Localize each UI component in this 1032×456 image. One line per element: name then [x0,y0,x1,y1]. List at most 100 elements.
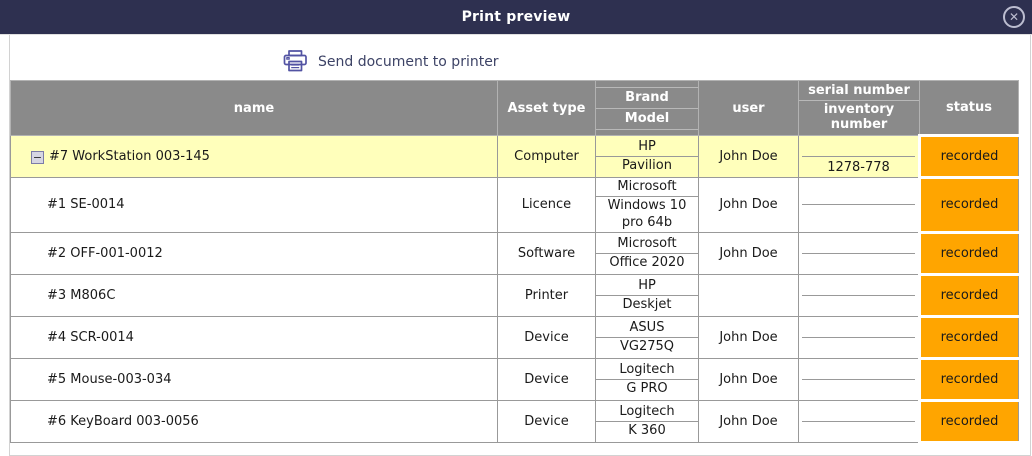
asset-name: #4 SCR-0014 [47,329,134,345]
titlebar-divider [0,34,1032,35]
asset-name: #5 Mouse-003-034 [47,371,172,387]
send-to-printer-label: Send document to printer [318,53,499,70]
serial-inventory-cell [798,231,920,275]
serial-number-value [802,276,915,296]
brand-value: Microsoft [596,235,698,254]
asset-table-body: − #7 WorkStation 003-145 Computer HP Pavi… [10,134,1019,444]
asset-type-cell: Device [497,357,596,401]
inventory-number-value [799,296,918,315]
model-value: Office 2020 [609,254,685,270]
inventory-number-value [799,254,918,273]
inventory-number-value [799,422,918,441]
brand-model-cell: Logitech G PRO [595,357,699,401]
brand-value: Logitech [596,403,698,422]
print-preview-panel: Send document to printer name Asset type… [9,35,1031,456]
column-header-name: name [10,80,498,136]
asset-type-cell: Computer [497,135,596,178]
asset-name-cell: #4 SCR-0014 [10,315,498,359]
brand-value: ASUS [596,319,698,338]
serial-number-value [802,234,915,254]
table-row: #3 M806C Printer HP Deskjet recorded [10,272,1019,318]
table-row: #1 SE-0014 Licence Microsoft Windows 10 … [10,176,1019,234]
asset-name-cell: − #7 WorkStation 003-145 [10,135,498,178]
status-badge: recorded [918,176,1019,234]
user-cell [698,273,799,317]
serial-number-value [802,318,915,338]
model-value: Pavilion [622,158,672,173]
close-button[interactable]: ✕ [1003,6,1025,28]
user-cell: John Doe [698,399,799,443]
asset-type-cell: Printer [497,273,596,317]
asset-type-cell: Licence [497,177,596,233]
column-header-model: Model [596,109,698,130]
status-badge: recorded [918,272,1019,318]
brand-model-cell: HP Deskjet [595,273,699,317]
brand-model-cell: Microsoft Windows 10 pro 64b [595,177,699,233]
dialog-titlebar: Print preview ✕ [0,0,1032,34]
inventory-number-value [799,205,918,224]
serial-number-value [802,402,915,422]
serial-inventory-cell [798,177,920,233]
asset-type-cell: Device [497,399,596,443]
model-value: Windows 10 pro 64b [607,198,687,230]
asset-name-cell: #2 OFF-001-0012 [10,231,498,275]
user-cell: John Doe [698,315,799,359]
brand-model-cell: ASUS VG275Q [595,315,699,359]
asset-name-cell: #3 M806C [10,273,498,317]
table-row: #2 OFF-001-0012 Software Microsoft Offic… [10,230,1019,276]
user-cell: John Doe [698,231,799,275]
column-header-brand-model: Brand Model [595,80,699,136]
user-cell: John Doe [698,357,799,401]
column-header-serial-number: serial number [799,83,919,102]
brand-model-cell: Logitech K 360 [595,399,699,443]
serial-number-value [802,185,915,206]
serial-inventory-cell [798,273,920,317]
asset-name: #2 OFF-001-0012 [47,245,163,261]
asset-table-header: name Asset type Brand Model user serial … [10,80,1019,136]
model-value: Deskjet [622,296,672,312]
asset-name: #7 WorkStation 003-145 [49,149,210,164]
column-header-status: status [919,80,1019,136]
status-badge: recorded [918,314,1019,360]
asset-name-cell: #6 KeyBoard 003-0056 [10,399,498,443]
user-cell: John Doe [698,177,799,233]
asset-type-cell: Device [497,315,596,359]
column-header-serial-inventory: serial number inventory number [798,80,920,136]
asset-name-cell: #1 SE-0014 [10,177,498,233]
brand-value: Logitech [596,361,698,380]
dialog-title: Print preview [461,9,571,25]
printer-icon [283,50,307,72]
inventory-number-value: 1278-778 [827,159,890,175]
brand-model-cell: HP Pavilion [595,135,699,178]
inventory-number-value [799,380,918,399]
brand-value: HP [596,138,698,157]
table-row: #4 SCR-0014 Device ASUS VG275Q John Doe … [10,314,1019,360]
asset-type-cell: Software [497,231,596,275]
serial-number-value [802,137,915,157]
brand-model-cell: Microsoft Office 2020 [595,231,699,275]
send-to-printer-button[interactable]: Send document to printer [282,49,499,74]
status-badge: recorded [918,230,1019,276]
user-cell: John Doe [698,135,799,178]
serial-inventory-cell [798,399,920,443]
column-header-asset-type: Asset type [497,80,596,136]
table-row: #6 KeyBoard 003-0056 Device Logitech K 3… [10,398,1019,444]
serial-inventory-cell: 1278-778 [798,135,920,178]
collapse-toggle-icon[interactable]: − [31,151,44,164]
serial-inventory-cell [798,357,920,401]
asset-table: name Asset type Brand Model user serial … [10,80,1019,444]
inventory-number-value [799,338,918,357]
asset-name-cell: #5 Mouse-003-034 [10,357,498,401]
model-value: VG275Q [619,338,674,354]
asset-name: #3 M806C [47,287,116,303]
table-row: #5 Mouse-003-034 Device Logitech G PRO J… [10,356,1019,402]
asset-name: #1 SE-0014 [47,197,125,213]
brand-value: HP [596,277,698,296]
column-header-user: user [698,80,799,136]
close-icon: ✕ [1008,10,1020,24]
table-row: − #7 WorkStation 003-145 Computer HP Pavi… [10,134,1019,179]
status-badge: recorded [918,398,1019,444]
status-badge: recorded [918,134,1019,179]
model-value: K 360 [628,422,666,438]
model-value: G PRO [626,380,668,396]
